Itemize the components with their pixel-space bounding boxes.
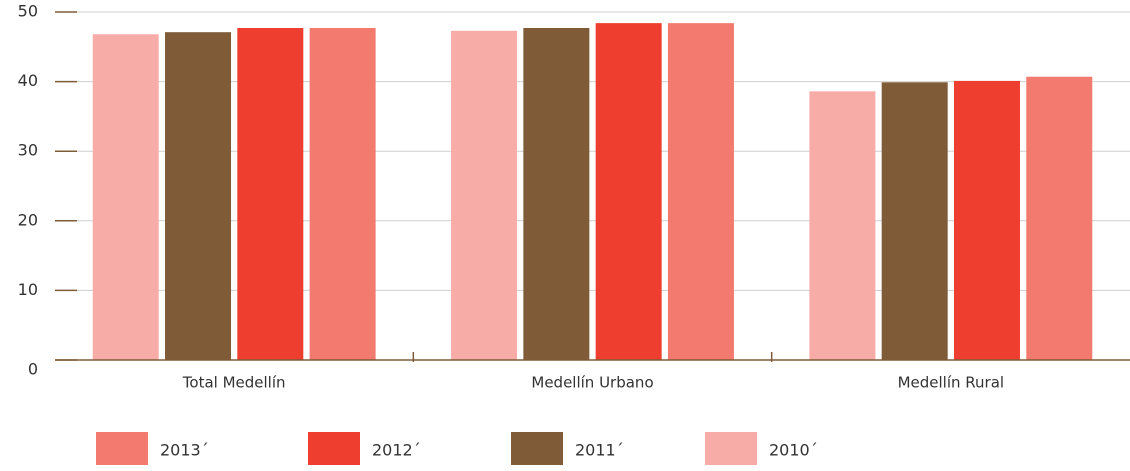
legend-swatch xyxy=(96,432,148,465)
bar xyxy=(881,82,948,361)
bar xyxy=(667,23,734,361)
x-tick-label: Medellín Urbano xyxy=(531,374,653,392)
bar xyxy=(309,28,376,361)
bar xyxy=(1026,76,1093,360)
bar xyxy=(451,30,518,361)
y-tick-label: 40 xyxy=(18,71,38,90)
bar xyxy=(809,91,876,361)
y-tick-label: 0 xyxy=(28,360,38,379)
legend-label: 2013´ xyxy=(160,441,209,460)
bar xyxy=(165,32,232,361)
y-tick-label: 50 xyxy=(18,2,38,21)
legend-swatch xyxy=(308,432,360,465)
bar xyxy=(953,80,1020,361)
bar xyxy=(92,34,159,360)
legend-label: 2010´ xyxy=(769,441,818,460)
legend-swatch xyxy=(705,432,757,465)
y-tick-label: 20 xyxy=(18,210,38,229)
bar xyxy=(237,28,304,361)
bar xyxy=(595,23,662,361)
legend-label: 2011´ xyxy=(575,441,624,460)
legend-label: 2012´ xyxy=(372,441,421,460)
y-tick-label: 10 xyxy=(18,280,38,299)
legend-swatch xyxy=(511,432,563,465)
bar xyxy=(523,28,590,361)
x-tick-label: Total Medellín xyxy=(182,374,286,392)
y-tick-label: 30 xyxy=(18,141,38,160)
x-tick-label: Medellín Rural xyxy=(898,374,1004,392)
